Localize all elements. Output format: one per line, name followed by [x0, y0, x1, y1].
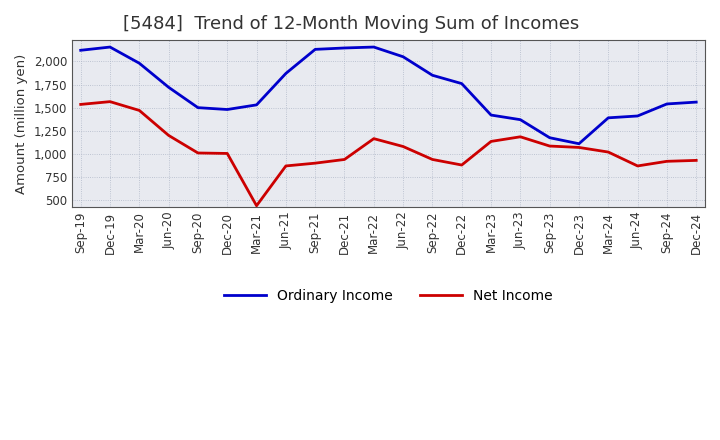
Y-axis label: Amount (million yen): Amount (million yen): [15, 53, 28, 194]
Ordinary Income: [106, 44, 114, 50]
Legend: Ordinary Income, Net Income: Ordinary Income, Net Income: [219, 283, 559, 308]
Line: Ordinary Income: Ordinary Income: [81, 47, 696, 144]
Net Income: [164, 133, 173, 138]
Ordinary Income: [252, 102, 261, 107]
Ordinary Income: [487, 112, 495, 117]
Net Income: [516, 134, 525, 139]
Ordinary Income: [516, 117, 525, 122]
Ordinary Income: [369, 44, 378, 50]
Net Income: [692, 158, 701, 163]
Ordinary Income: [692, 99, 701, 105]
Ordinary Income: [76, 48, 85, 53]
Net Income: [487, 139, 495, 144]
Net Income: [282, 163, 290, 169]
Net Income: [575, 145, 583, 150]
Ordinary Income: [662, 101, 671, 106]
Net Income: [369, 136, 378, 141]
Net Income: [194, 150, 202, 156]
Net Income: [399, 144, 408, 149]
Net Income: [76, 102, 85, 107]
Ordinary Income: [340, 45, 348, 51]
Ordinary Income: [135, 61, 144, 66]
Ordinary Income: [194, 105, 202, 110]
Net Income: [106, 99, 114, 104]
Net Income: [545, 143, 554, 149]
Net Income: [457, 162, 466, 168]
Net Income: [662, 159, 671, 164]
Ordinary Income: [428, 73, 437, 78]
Ordinary Income: [545, 135, 554, 140]
Net Income: [252, 203, 261, 209]
Ordinary Income: [634, 114, 642, 119]
Net Income: [428, 157, 437, 162]
Ordinary Income: [164, 84, 173, 90]
Line: Net Income: Net Income: [81, 102, 696, 206]
Net Income: [634, 163, 642, 169]
Ordinary Income: [604, 115, 613, 121]
Net Income: [604, 150, 613, 155]
Ordinary Income: [457, 81, 466, 86]
Ordinary Income: [223, 107, 232, 112]
Ordinary Income: [282, 71, 290, 76]
Net Income: [311, 161, 320, 166]
Net Income: [223, 151, 232, 156]
Net Income: [340, 157, 348, 162]
Net Income: [135, 108, 144, 113]
Text: [5484]  Trend of 12-Month Moving Sum of Incomes: [5484] Trend of 12-Month Moving Sum of I…: [122, 15, 579, 33]
Ordinary Income: [311, 47, 320, 52]
Ordinary Income: [399, 54, 408, 59]
Ordinary Income: [575, 141, 583, 147]
